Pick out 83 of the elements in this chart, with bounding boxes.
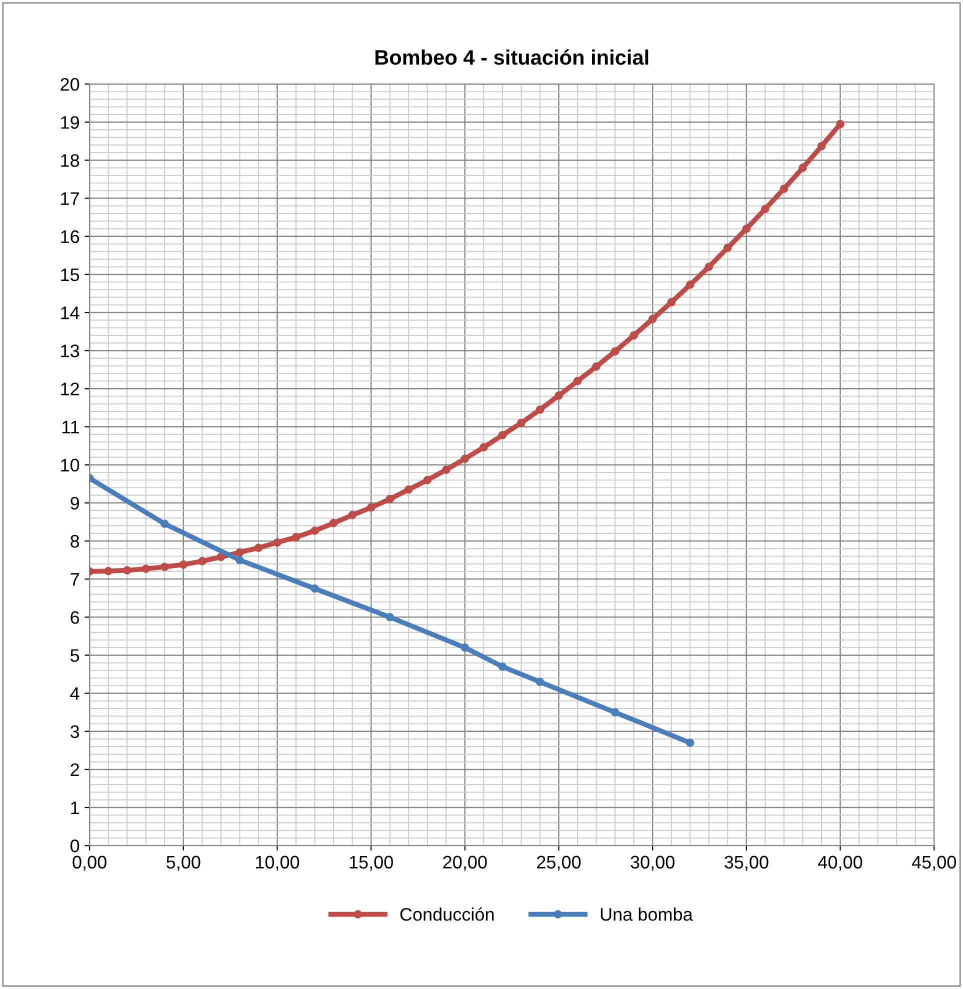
chart-title: Bombeo 4 - situación inicial <box>375 49 648 65</box>
point <box>122 566 132 574</box>
y-tick-label: 4 <box>70 687 80 700</box>
x-tick-label: 0,00 <box>72 856 106 871</box>
point <box>329 518 338 528</box>
point <box>498 430 507 440</box>
x-tick-label: 10,00 <box>256 856 300 871</box>
point <box>761 204 770 214</box>
y-tick-label: 1 <box>71 802 79 814</box>
y-tick-label: 16 <box>61 230 80 244</box>
point <box>704 262 714 271</box>
point <box>667 298 676 306</box>
point <box>723 244 732 252</box>
y-tick-label: 20 <box>60 78 80 91</box>
point <box>366 503 376 512</box>
y-tick-label: 7 <box>70 573 79 586</box>
point <box>686 738 694 747</box>
y-tick-label: 0 <box>70 840 80 852</box>
point <box>236 556 244 564</box>
legend-label: Una bomba <box>600 908 693 921</box>
y-tick-label: 12 <box>61 382 79 396</box>
point <box>386 612 394 622</box>
point <box>536 405 544 414</box>
point <box>404 485 413 494</box>
point <box>610 347 620 356</box>
point <box>160 520 169 528</box>
x-tick-label: 35,00 <box>724 856 768 871</box>
point <box>554 391 563 400</box>
point <box>198 556 206 566</box>
point <box>517 418 526 428</box>
point <box>160 562 169 572</box>
point <box>310 584 319 593</box>
point <box>780 184 788 193</box>
point <box>610 708 620 716</box>
y-tick-label: 5 <box>70 649 80 662</box>
point <box>536 678 544 686</box>
legend-label: Conducción <box>400 907 494 921</box>
x-tick-label: 5,00 <box>166 856 200 871</box>
point <box>273 538 282 547</box>
point <box>386 494 394 504</box>
x-tick-label: 40,00 <box>818 856 862 871</box>
point <box>254 544 263 552</box>
point <box>573 376 582 386</box>
point <box>104 566 112 576</box>
point <box>423 476 432 484</box>
y-tick-label: 11 <box>62 420 79 434</box>
point <box>630 331 638 340</box>
point <box>142 564 150 573</box>
y-tick-label: 13 <box>61 344 80 358</box>
y-tick-label: 18 <box>61 154 80 167</box>
point <box>592 362 600 371</box>
point <box>460 643 470 652</box>
x-tick-label: 25,00 <box>537 856 581 871</box>
y-tick-label: 10 <box>61 458 80 472</box>
y-tick-label: 8 <box>70 534 80 548</box>
point <box>310 526 319 535</box>
x-tick-label: 15,00 <box>350 856 393 871</box>
x-tick-label: 45,00 <box>912 856 956 871</box>
point <box>442 466 450 474</box>
point <box>498 662 507 671</box>
point <box>216 552 226 562</box>
y-tick-label: 2 <box>70 763 79 776</box>
point <box>648 314 657 324</box>
y-tick-label: 14 <box>61 306 80 320</box>
y-tick-label: 6 <box>70 611 80 624</box>
y-tick-label: 9 <box>70 496 79 510</box>
point <box>236 548 244 557</box>
point <box>480 443 488 452</box>
point <box>742 224 751 233</box>
point <box>798 164 807 172</box>
x-tick-label: 20,00 <box>443 856 487 871</box>
y-tick-label: 17 <box>61 192 79 205</box>
point <box>348 510 356 520</box>
y-tick-label: 3 <box>70 725 80 738</box>
point <box>292 533 300 542</box>
point <box>460 454 470 463</box>
point <box>179 560 188 569</box>
point <box>836 120 844 128</box>
point <box>817 142 826 150</box>
y-tick-label: 15 <box>61 268 80 282</box>
x-tick-label: 30,00 <box>630 856 674 871</box>
point <box>686 280 694 289</box>
y-tick-label: 19 <box>61 116 79 129</box>
